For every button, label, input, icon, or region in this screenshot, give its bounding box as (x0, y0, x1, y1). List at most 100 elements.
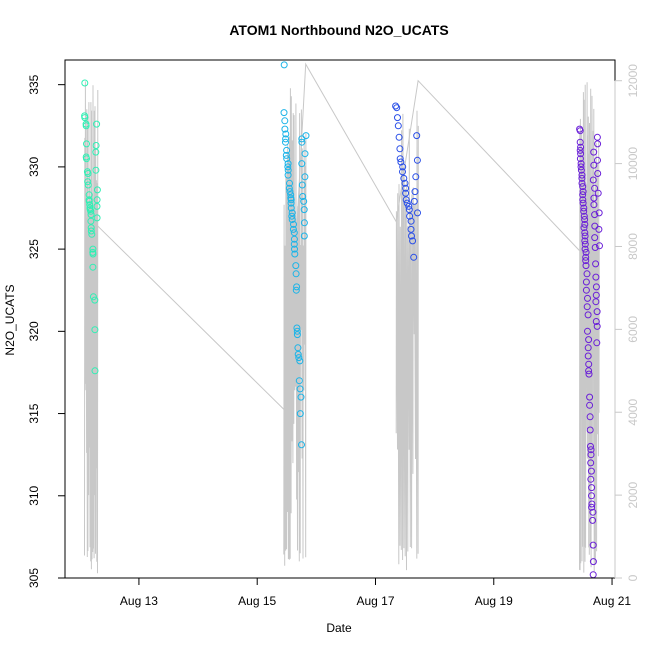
data-point (293, 327, 301, 335)
data-point (584, 352, 592, 360)
data-point (290, 220, 297, 228)
data-point (87, 224, 95, 232)
altitude-profile-flight-1 (84, 81, 99, 574)
data-point (287, 199, 295, 207)
data-point (87, 211, 95, 219)
data-point (393, 104, 401, 112)
data-point (298, 135, 306, 143)
data-point (587, 451, 595, 459)
data-point (593, 308, 601, 316)
data-point (593, 339, 601, 347)
data-point (287, 196, 295, 204)
data-point (284, 171, 292, 179)
data-point (293, 331, 301, 339)
data-point (409, 237, 417, 245)
data-point (590, 194, 598, 202)
chart-title: ATOM1 Northbound N2O_UCATS (229, 22, 448, 38)
data-point (576, 127, 584, 135)
data-point (587, 459, 595, 467)
data-point (283, 155, 291, 163)
data-point (587, 446, 595, 454)
data-point (394, 114, 401, 122)
y-tick-label: 320 (27, 321, 41, 341)
data-point (582, 257, 590, 265)
data-point (288, 216, 296, 223)
data-point (584, 294, 591, 302)
data-point (297, 393, 305, 401)
data-point (394, 122, 402, 130)
data-point (586, 413, 594, 421)
data-point (401, 179, 409, 187)
data-point (579, 199, 587, 207)
y-tick-label: 315 (27, 403, 41, 423)
data-point (87, 227, 95, 235)
data-point (82, 122, 90, 130)
y-tick-label: 335 (27, 74, 41, 94)
data-point (579, 188, 587, 196)
data-point (402, 189, 410, 197)
data-point (89, 250, 97, 258)
x-tick-label: Aug 17 (356, 594, 394, 608)
data-point (581, 232, 589, 240)
data-point (89, 293, 97, 301)
data-point (582, 248, 590, 256)
altitude-profile-flight-3 (395, 110, 419, 571)
data-point (580, 207, 588, 215)
data-point (585, 367, 593, 375)
data-point (584, 311, 592, 319)
data-point (577, 160, 585, 168)
data-point (289, 225, 297, 233)
data-point (594, 140, 602, 148)
data-point (86, 201, 94, 209)
data-point (402, 184, 410, 192)
data-point (281, 125, 289, 133)
altitude-envelope-line (97, 62, 580, 414)
data-point (93, 202, 101, 210)
data-point (589, 571, 597, 579)
data-point (298, 160, 306, 168)
data-point (295, 377, 303, 385)
data-point (589, 558, 597, 566)
data-point (89, 245, 97, 253)
data-point (396, 145, 404, 153)
data-point (295, 354, 303, 362)
data-point (581, 240, 589, 248)
data-point (581, 229, 589, 237)
data-point (281, 117, 289, 125)
data-point (92, 166, 100, 174)
data-point (579, 196, 587, 204)
data-point (280, 61, 288, 69)
data-point (585, 336, 593, 344)
y2-tick-label: 6000 (626, 316, 640, 343)
data-point (293, 324, 301, 332)
data-point (293, 283, 301, 291)
data-point (581, 220, 589, 228)
data-point (576, 138, 584, 146)
altitude-line-layer (84, 62, 600, 574)
data-point (403, 199, 411, 207)
data-point (300, 206, 308, 214)
data-point (292, 262, 300, 270)
data-point (580, 224, 588, 232)
data-point (592, 298, 600, 306)
data-point (294, 350, 302, 358)
x-tick-label: Aug 21 (593, 594, 631, 608)
data-point (591, 244, 599, 251)
data-point (301, 150, 309, 158)
data-point (591, 234, 599, 242)
data-point (588, 492, 595, 500)
data-point (395, 133, 403, 141)
data-point (581, 245, 589, 253)
data-point (582, 262, 590, 270)
data-point (292, 270, 300, 278)
data-point (399, 168, 406, 176)
data-point (580, 212, 588, 220)
data-point (284, 160, 292, 168)
data-point (91, 367, 99, 375)
data-point (300, 219, 308, 227)
x-axis-label: Date (326, 621, 352, 635)
data-point (581, 237, 589, 245)
data-point (587, 442, 594, 450)
data-point (578, 174, 586, 182)
